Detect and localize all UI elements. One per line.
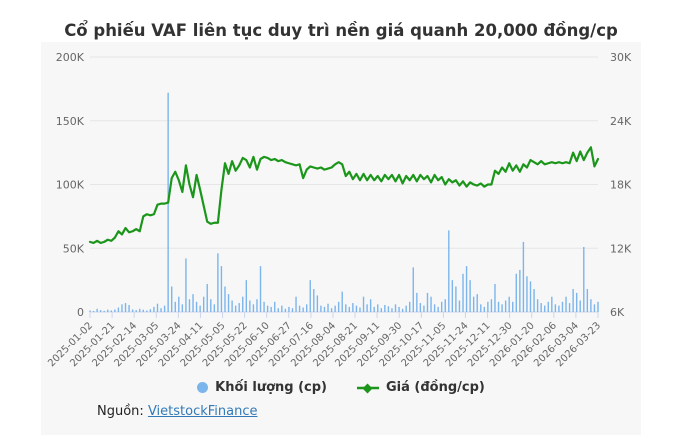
- source-line: Nguồn: VietstockFinance: [97, 404, 258, 419]
- svg-text:200K: 200K: [56, 51, 85, 64]
- svg-text:24K: 24K: [610, 115, 632, 128]
- chart-title: Cổ phiếu VAF liên tục duy trì nền giá qu…: [64, 21, 618, 40]
- price-legend-label: Giá (đồng/cp): [386, 380, 485, 395]
- svg-text:0: 0: [77, 306, 84, 319]
- price-series-icon: [357, 383, 379, 393]
- chart-legend: Khối lượng (cp) Giá (đồng/cp): [41, 380, 641, 395]
- source-prefix: Nguồn:: [97, 404, 144, 419]
- source-link[interactable]: VietstockFinance: [147, 404, 258, 419]
- svg-text:30K: 30K: [610, 51, 632, 64]
- svg-text:50K: 50K: [63, 242, 85, 255]
- legend-item-price[interactable]: Giá (đồng/cp): [357, 380, 485, 395]
- legend-item-volume[interactable]: Khối lượng (cp): [197, 380, 327, 395]
- svg-text:18K: 18K: [610, 179, 632, 192]
- svg-text:12K: 12K: [610, 242, 632, 255]
- svg-text:6K: 6K: [610, 306, 625, 319]
- volume-legend-label: Khối lượng (cp): [215, 380, 327, 395]
- svg-text:100K: 100K: [56, 179, 85, 192]
- svg-text:150K: 150K: [56, 115, 85, 128]
- volume-series-icon: [197, 382, 209, 393]
- chart-card: [41, 42, 641, 435]
